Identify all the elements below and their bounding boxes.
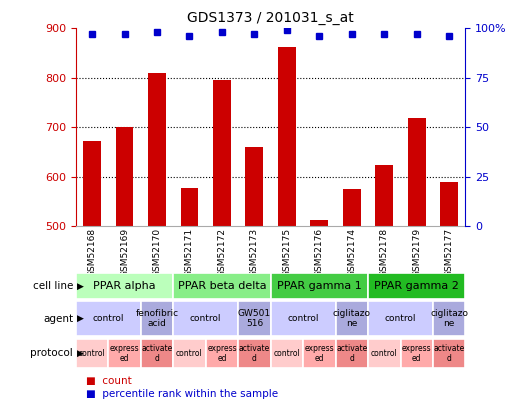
Text: PPAR alpha: PPAR alpha (93, 281, 156, 291)
Bar (433, 339, 465, 368)
Bar (238, 339, 271, 368)
Text: activate
d: activate d (336, 344, 368, 363)
Text: activate
d: activate d (141, 344, 173, 363)
Bar (76, 273, 173, 299)
Text: PPAR gamma 2: PPAR gamma 2 (374, 281, 459, 291)
Bar (116, 127, 133, 226)
Bar (408, 118, 426, 226)
Bar (368, 273, 465, 299)
Bar (245, 147, 264, 226)
Text: PPAR beta delta: PPAR beta delta (178, 281, 266, 291)
Text: protocol: protocol (30, 348, 73, 358)
Text: ▶: ▶ (77, 314, 84, 323)
Text: ▶: ▶ (77, 281, 84, 291)
Text: fenofibric
acid: fenofibric acid (135, 309, 178, 328)
Bar (180, 188, 198, 226)
Bar (238, 301, 271, 336)
Text: control: control (78, 349, 106, 358)
Bar (271, 339, 303, 368)
Bar (440, 182, 458, 226)
Bar (76, 301, 141, 336)
Bar (173, 339, 206, 368)
Text: express
ed: express ed (402, 344, 431, 363)
Bar (206, 339, 238, 368)
Text: ciglitazo
ne: ciglitazo ne (430, 309, 468, 328)
Text: control: control (371, 349, 397, 358)
Bar (213, 80, 231, 226)
Bar (376, 165, 393, 226)
Text: cell line: cell line (33, 281, 73, 291)
Bar (76, 339, 108, 368)
Bar (303, 339, 336, 368)
Text: control: control (287, 314, 319, 323)
Text: control: control (93, 314, 124, 323)
Text: express
ed: express ed (207, 344, 237, 363)
Text: activate
d: activate d (239, 344, 270, 363)
Bar (271, 301, 336, 336)
Text: express
ed: express ed (110, 344, 139, 363)
Title: GDS1373 / 201031_s_at: GDS1373 / 201031_s_at (187, 11, 354, 25)
Text: agent: agent (43, 314, 73, 324)
Bar (141, 339, 173, 368)
Bar (278, 47, 296, 226)
Bar (336, 339, 368, 368)
Bar (148, 73, 166, 226)
Text: control: control (385, 314, 416, 323)
Text: PPAR gamma 1: PPAR gamma 1 (277, 281, 362, 291)
Bar (401, 339, 433, 368)
Text: activate
d: activate d (434, 344, 465, 363)
Text: control: control (176, 349, 203, 358)
Bar (83, 141, 101, 226)
Bar (108, 339, 141, 368)
Bar (336, 301, 368, 336)
Bar (311, 220, 328, 226)
Bar (173, 301, 238, 336)
Text: ■  count: ■ count (86, 376, 132, 386)
Text: control: control (274, 349, 300, 358)
Text: express
ed: express ed (304, 344, 334, 363)
Text: ■  percentile rank within the sample: ■ percentile rank within the sample (86, 389, 278, 399)
Text: GW501
516: GW501 516 (238, 309, 271, 328)
Bar (433, 301, 465, 336)
Bar (271, 273, 368, 299)
Text: ▶: ▶ (77, 349, 84, 358)
Bar (368, 339, 401, 368)
Bar (368, 301, 433, 336)
Text: ciglitazo
ne: ciglitazo ne (333, 309, 371, 328)
Bar (141, 301, 173, 336)
Bar (173, 273, 271, 299)
Bar (343, 189, 361, 226)
Text: control: control (190, 314, 221, 323)
